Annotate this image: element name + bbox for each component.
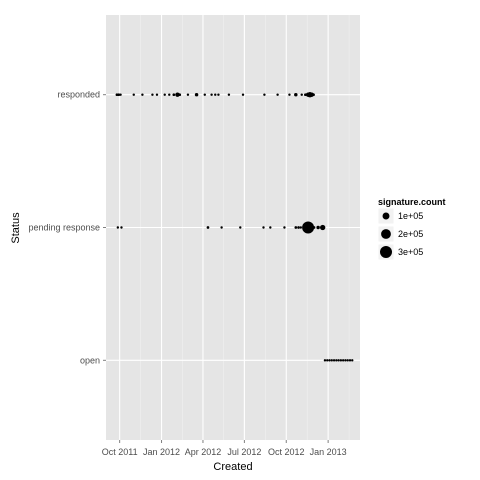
legend-symbol <box>382 212 390 220</box>
data-point <box>335 359 338 362</box>
data-point <box>276 93 279 96</box>
legend-symbol <box>380 246 392 258</box>
data-point <box>339 359 343 362</box>
legend-label: 1e+05 <box>398 211 423 221</box>
x-tick-label: Apr 2012 <box>185 447 222 457</box>
x-tick-label: Jan 2013 <box>310 447 347 457</box>
data-point <box>120 226 123 229</box>
data-point <box>151 93 154 96</box>
data-point <box>332 359 336 362</box>
data-point <box>312 93 315 97</box>
legend-label: 2e+05 <box>398 229 423 239</box>
y-axis: open pending response responded <box>28 90 106 365</box>
data-point <box>312 226 316 229</box>
x-tick-label: Jan 2012 <box>143 447 180 457</box>
data-point <box>283 226 286 229</box>
data-point <box>217 93 220 96</box>
data-point <box>178 93 182 97</box>
data-point <box>288 93 291 96</box>
y-tick-label: pending response <box>28 223 100 233</box>
data-point <box>269 226 272 229</box>
data-point <box>206 226 210 229</box>
data-point <box>175 92 180 97</box>
data-point <box>186 93 190 96</box>
data-point <box>300 93 303 96</box>
data-point <box>168 93 171 96</box>
data-point <box>116 226 120 229</box>
y-axis-title: Status <box>10 212 22 244</box>
data-point <box>302 221 315 234</box>
data-point <box>297 226 300 229</box>
grid-major <box>106 15 360 440</box>
data-point <box>330 359 333 362</box>
data-point <box>348 359 352 362</box>
data-point <box>163 93 166 96</box>
data-point <box>239 226 242 229</box>
data-point <box>203 93 206 96</box>
data-point <box>262 226 265 229</box>
data-points <box>115 92 354 362</box>
data-point <box>299 226 303 229</box>
data-point <box>194 92 199 97</box>
data-point <box>227 93 231 96</box>
data-point <box>117 93 121 97</box>
y-tick-label: open <box>80 355 100 365</box>
data-point <box>294 226 298 229</box>
data-point <box>316 225 320 230</box>
x-tick-label: Oct 2012 <box>268 447 305 457</box>
data-point <box>155 93 159 96</box>
data-point <box>326 359 329 362</box>
y-tick-label: responded <box>57 90 100 100</box>
data-point <box>328 359 331 362</box>
data-point <box>220 226 223 229</box>
data-point <box>214 93 217 96</box>
legend-label: 3e+05 <box>398 247 423 257</box>
data-point <box>319 224 326 231</box>
data-point <box>119 93 122 96</box>
x-tick-label: Oct 2011 <box>102 447 138 457</box>
data-point <box>132 93 135 96</box>
data-point <box>341 359 345 362</box>
x-axis-title: Created <box>213 461 252 473</box>
data-point <box>210 93 213 96</box>
legend: signature.count 1e+05 2e+05 3e+05 <box>377 197 446 261</box>
legend-title: signature.count <box>378 197 446 207</box>
data-point <box>346 359 349 362</box>
x-tick-label: Jul 2012 <box>227 447 261 457</box>
data-point <box>263 93 266 96</box>
data-point <box>344 359 347 362</box>
data-point <box>323 359 327 362</box>
data-point <box>294 92 298 97</box>
data-point <box>351 359 354 362</box>
data-point <box>241 93 245 96</box>
data-point <box>337 359 340 362</box>
data-point <box>172 93 176 97</box>
legend-symbol <box>381 229 391 239</box>
x-axis: Oct 2011 Jan 2012 Apr 2012 Jul 2012 Oct 2012… <box>102 440 347 457</box>
data-point <box>141 93 144 96</box>
